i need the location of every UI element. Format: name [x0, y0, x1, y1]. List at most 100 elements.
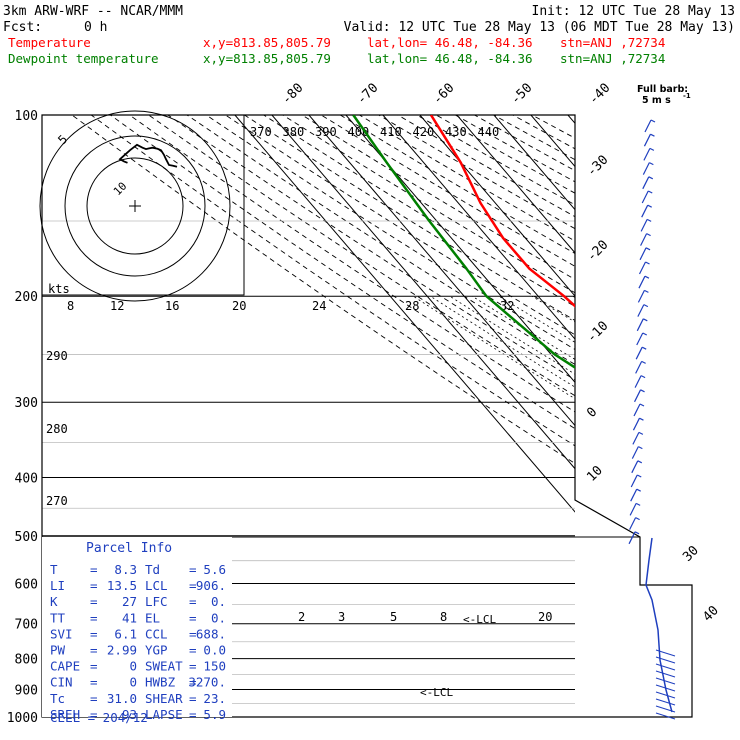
parcel-label: LCL: [145, 578, 168, 593]
dry-adiabat-line: [396, 115, 575, 218]
wind-barb-staff: [642, 162, 650, 175]
isotherm-label-right: 10: [584, 463, 606, 485]
parcel-label: EL: [145, 610, 160, 625]
parcel-equals: =: [90, 578, 98, 593]
pressure-tick-label: 500: [15, 530, 38, 545]
mixing-ratio-label: 3: [338, 610, 345, 624]
isotherm-line: [271, 115, 575, 470]
wind-profile-tick: [655, 712, 676, 720]
hodograph-speed-label: 16: [165, 299, 179, 313]
wind-barb-staff: [643, 133, 651, 147]
mixing-ratio-label: 2: [298, 610, 305, 624]
theta-label: 430: [445, 125, 467, 139]
parcel-equals: =: [189, 643, 197, 658]
wind-barb-flag: [640, 375, 646, 379]
wind-barb-staff: [635, 361, 643, 374]
hodograph-ring-label: 10: [111, 180, 130, 199]
wind-barb-flag: [649, 147, 655, 151]
wind-barb-staff: [641, 204, 649, 218]
wind-profile-tick: [655, 656, 676, 664]
parcel-value: 13.5: [107, 578, 137, 593]
pressure-tick-label: 300: [15, 396, 38, 411]
dry-adiabat-line: [416, 115, 575, 206]
theta-label: 370: [250, 125, 272, 139]
moist-adiabat-line: [572, 295, 575, 298]
wind-barb-flag: [637, 460, 643, 464]
wind-barb-staff: [630, 474, 638, 488]
temperature-legend-line: Temperature x,y=813.85,805.79 lat,lon= 4…: [8, 35, 665, 50]
wind-barb-flag: [646, 233, 651, 237]
dry-adiabat-line: [531, 115, 575, 139]
parcel-value: 906.: [196, 578, 226, 593]
parcel-equals: =: [90, 691, 98, 706]
isotherm-label-right: 0: [584, 405, 600, 421]
wind-barb-flag: [639, 403, 645, 407]
wind-barb-staff: [632, 432, 640, 445]
wind-barb-flag: [647, 204, 652, 208]
model-title: 3km ARW-WRF -- NCAR/MMM: [3, 4, 183, 19]
isotherm-line: [419, 115, 575, 297]
parcel-value: 5.6: [203, 562, 226, 577]
hodograph-speed-label: 28: [405, 299, 419, 313]
wind-barb-staff: [631, 446, 639, 459]
parcel-value: 41: [122, 610, 137, 625]
isotherm-line: [716, 115, 740, 717]
wind-barb-flag: [650, 119, 656, 123]
mixing-ratio-label: 5: [390, 610, 397, 624]
parcel-equals: =: [90, 707, 98, 722]
hodograph-speed-label: 20: [232, 299, 246, 313]
temperature-legend-station: stn=ANJ ,72734: [560, 35, 665, 50]
wind-barb-staff: [632, 417, 640, 431]
parcel-value: 2.99: [107, 643, 137, 658]
wind-barb-staff: [635, 346, 643, 360]
wind-barb-staff: [642, 176, 650, 190]
parcel-label: YGP: [145, 643, 168, 658]
hodograph-speed-label: 24: [312, 299, 326, 313]
parcel-value: 23.: [203, 691, 226, 706]
parcel-label: SREH: [50, 707, 80, 722]
isotherm-line: [456, 115, 575, 254]
wind-barb-flag: [635, 517, 640, 521]
parcel-label: LAPSE: [145, 707, 183, 722]
dry-adiabat-line: [205, 115, 575, 351]
dewpoint-legend-station: stn=ANJ ,72734: [560, 51, 665, 66]
wind-barb-staff: [639, 247, 647, 261]
parcel-info-title: Parcel Info: [86, 541, 172, 556]
hodograph-ring: [39, 110, 231, 302]
isotherm-line: [234, 115, 575, 513]
wind-barb-flag: [642, 332, 648, 336]
isotherm-label-top: -70: [354, 81, 381, 108]
parcel-equals: =: [90, 659, 98, 674]
wind-barb-staff: [629, 503, 637, 516]
moist-adiabat-line: [430, 295, 575, 388]
wind-barb-staff: [637, 290, 645, 303]
isotherm-label-right: -10: [584, 319, 611, 346]
moist-adiabat-line: [413, 295, 575, 400]
parcel-equals: =: [189, 626, 197, 641]
wind-profile-tick: [655, 677, 676, 685]
wind-profile-curve: [645, 537, 673, 713]
parcel-label: Tc: [50, 691, 65, 706]
parcel-label: SWEAT: [145, 659, 183, 674]
forecast-hour: 0 h: [84, 20, 107, 35]
wind-profile: [628, 119, 676, 720]
barb-legend-line1: Full barb:: [637, 84, 688, 95]
dewpoint-legend-line: Dewpoint temperature x,y=813.85,805.79 l…: [8, 51, 665, 66]
isotherm-label-right: -30: [584, 153, 611, 180]
pressure-tick-label: 800: [15, 653, 38, 668]
wind-barb-staff: [633, 403, 641, 417]
parcel-equals: =: [90, 562, 98, 577]
wind-barb-staff: [628, 531, 636, 545]
parcel-value: 3270.: [188, 675, 226, 690]
parcel-label: SVI: [50, 626, 73, 641]
hodograph-speed-label: 8: [67, 299, 74, 313]
parcel-value: 0: [129, 659, 137, 674]
parcel-value: 5.9: [203, 707, 226, 722]
wind-barb-legend: Full barb: 5 m s -1: [637, 84, 691, 106]
dry-adiabat-line: [186, 115, 575, 365]
pressure-tick-label: 900: [15, 683, 38, 698]
dewpoint-legend-latlon: lat,lon= 46.48, -84.36: [367, 51, 533, 66]
isotherm-label-right: -20: [584, 238, 611, 265]
left-theta-label: 270: [46, 494, 68, 508]
